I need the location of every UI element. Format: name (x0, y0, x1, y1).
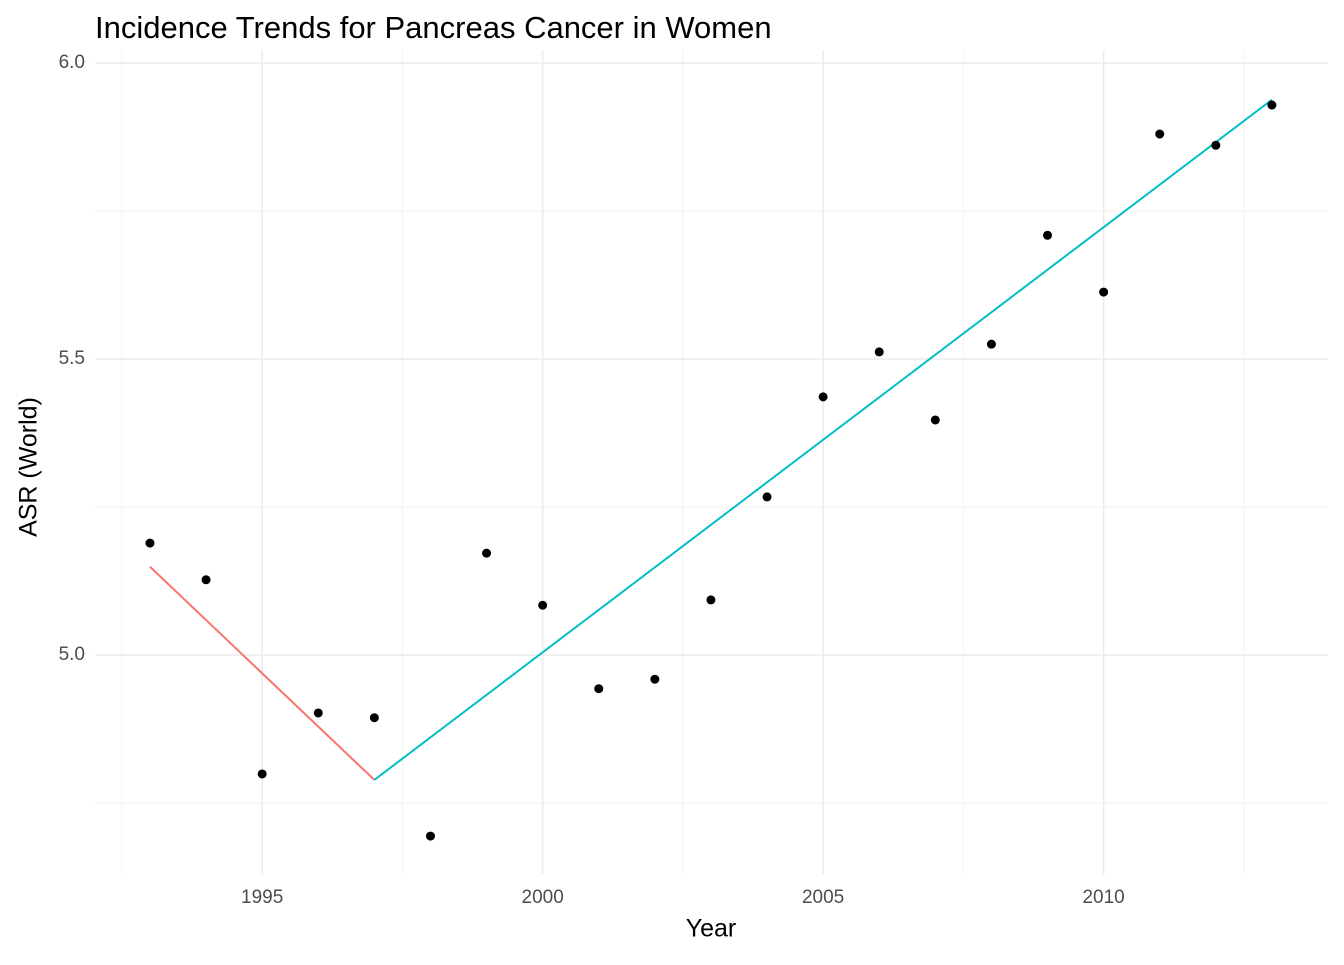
data-point (313, 708, 323, 718)
data-point (706, 595, 716, 605)
x-axis-title: Year (686, 915, 737, 943)
x-tick-label: 2005 (802, 887, 844, 908)
trend-line (373, 98, 1273, 781)
chart-title: Incidence Trends for Pancreas Cancer in … (95, 10, 772, 45)
y-axis-title: ASR (World) (15, 397, 43, 537)
data-point (986, 339, 996, 349)
y-tick-label: 6.0 (59, 52, 85, 73)
data-point (482, 548, 492, 558)
data-point (1211, 140, 1221, 150)
x-tick-label: 2000 (522, 887, 564, 908)
data-point (201, 575, 211, 585)
data-point (257, 769, 267, 779)
data-point (650, 674, 660, 684)
trend-line (149, 566, 376, 781)
y-tick-label: 5.0 (59, 644, 85, 665)
y-tick-label: 5.5 (59, 348, 85, 369)
data-point (762, 492, 772, 502)
data-point (818, 392, 828, 402)
data-point (1155, 129, 1165, 139)
data-point (145, 538, 155, 548)
data-point (594, 684, 604, 694)
data-point (1267, 100, 1277, 110)
data-point (1043, 230, 1053, 240)
data-point (538, 600, 548, 610)
x-tick-label: 2010 (1082, 887, 1124, 908)
data-point (930, 415, 940, 425)
data-point (874, 347, 884, 357)
data-point (1099, 287, 1109, 297)
data-point (425, 831, 435, 841)
x-tick-label: 1995 (241, 887, 283, 908)
data-point (369, 713, 379, 723)
